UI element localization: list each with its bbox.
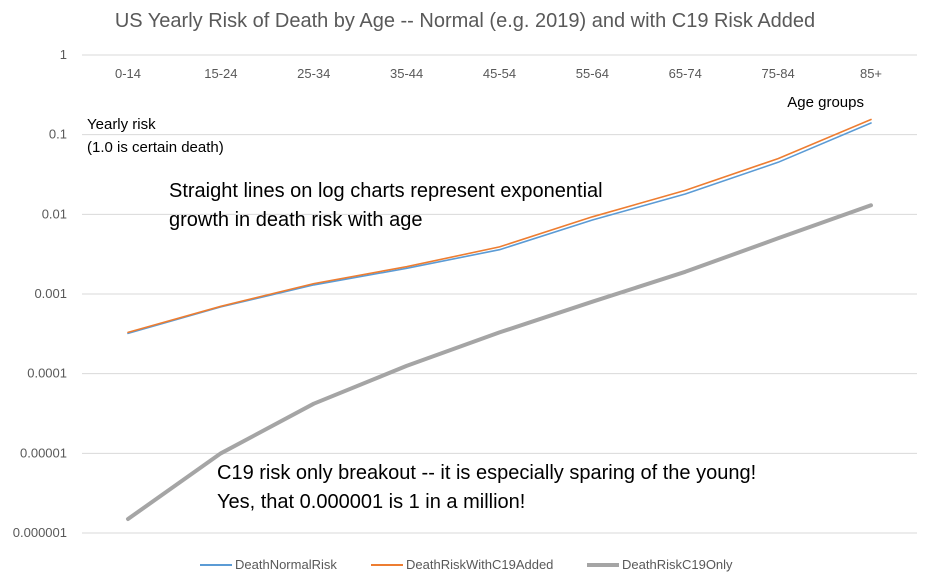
annotation-c19-line2: Yes, that 0.000001 is 1 in a million!	[217, 491, 525, 513]
x-tick-label: 55-64	[576, 66, 609, 81]
x-tick-label: 35-44	[390, 66, 423, 81]
y-tick-label: 1	[60, 47, 67, 62]
legend-label-with-c19: DeathRiskWithC19Added	[406, 557, 553, 572]
x-tick-label: 85+	[860, 66, 882, 81]
y-axis-ticks: 1 0.1 0.01 0.001 0.0001 0.00001 0.000001	[13, 47, 67, 540]
annotation-c19-line1: C19 risk only breakout -- it is especial…	[217, 462, 756, 484]
legend-label-normal: DeathNormalRisk	[235, 557, 337, 572]
series-line-DeathRiskC19Only	[126, 203, 873, 521]
y-axis-title-line1: Yearly risk	[87, 116, 156, 133]
x-axis-title: Age groups	[787, 94, 864, 111]
series-line-DeathRiskWithC19Added	[127, 118, 872, 334]
x-tick-label: 15-24	[204, 66, 237, 81]
y-tick-label: 0.000001	[13, 525, 67, 540]
series-lines	[126, 118, 873, 521]
x-tick-label: 75-84	[762, 66, 795, 81]
x-axis-ticks: 0-14 15-24 25-34 35-44 45-54 55-64 65-74 75-84 8…	[115, 66, 882, 81]
y-tick-label: 0.0001	[27, 366, 67, 381]
x-tick-label: 0-14	[115, 66, 141, 81]
legend: DeathNormalRisk DeathRiskWithC19Added De…	[200, 557, 733, 572]
x-tick-label: 65-74	[669, 66, 702, 81]
legend-label-c19-only: DeathRiskC19Only	[622, 557, 733, 572]
y-axis-title-line2: (1.0 is certain death)	[87, 139, 224, 156]
x-tick-label: 45-54	[483, 66, 516, 81]
y-tick-label: 0.01	[42, 206, 67, 221]
y-tick-label: 0.001	[34, 286, 67, 301]
annotation-exponential-line1: Straight lines on log charts represent e…	[169, 180, 603, 202]
y-tick-label: 0.00001	[20, 445, 67, 460]
chart-title: US Yearly Risk of Death by Age -- Normal…	[115, 10, 815, 32]
y-tick-label: 0.1	[49, 127, 67, 142]
annotation-exponential-line2: growth in death risk with age	[169, 209, 422, 231]
x-tick-label: 25-34	[297, 66, 330, 81]
